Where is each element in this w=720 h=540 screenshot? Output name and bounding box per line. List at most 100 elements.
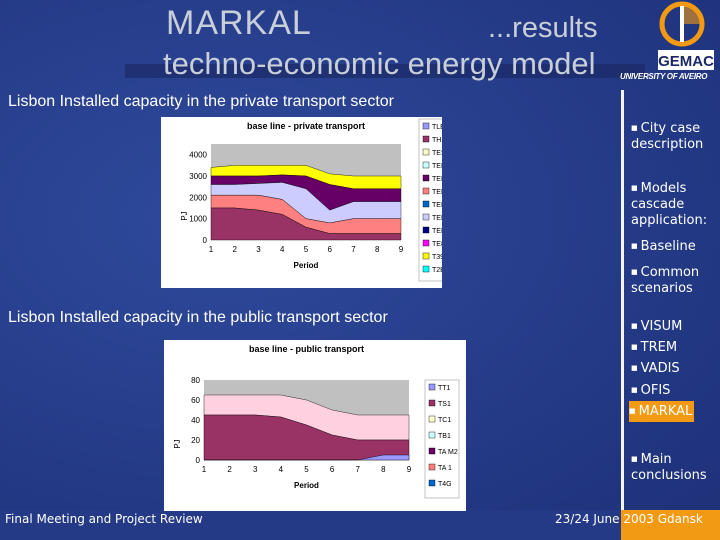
x-tick-label: 8 — [381, 465, 386, 474]
logo-text: GEMAC — [658, 53, 714, 70]
y-axis-label: PJ — [180, 211, 189, 220]
legend-label: TEE3CG — [432, 189, 442, 196]
footer-right: 23/24 June 2003 Gdansk — [555, 512, 703, 526]
slide-title-markal: MARKAL — [166, 4, 312, 42]
legend-swatch — [428, 479, 436, 487]
legend-label: TEE2CG — [432, 202, 442, 209]
legend-swatch — [428, 463, 436, 471]
legend-label: TES — [432, 150, 442, 157]
sidebar-item-baseline[interactable]: ■ Baseline — [631, 239, 696, 254]
legend-swatch — [422, 187, 430, 195]
legend-swatch — [422, 135, 430, 143]
x-tick-label: 5 — [304, 465, 309, 474]
y-tick-label: 60 — [191, 396, 200, 405]
legend-swatch — [422, 148, 430, 156]
x-tick-label: 3 — [256, 245, 261, 254]
legend-swatch — [428, 415, 436, 423]
x-tick-label: 6 — [330, 465, 335, 474]
sidebar-item-visum[interactable]: ■ VISUM — [631, 319, 683, 334]
legend-swatch — [428, 431, 436, 439]
legend-label: TLE1 — [432, 124, 442, 131]
sidebar-item-trem[interactable]: ■ TREM — [631, 340, 678, 355]
y-tick-label: 2000 — [189, 193, 207, 202]
legend-label: TS1 — [438, 401, 451, 408]
x-tick-label: 9 — [407, 465, 412, 474]
sidebar-item-models-cascade[interactable]: ■ Models cascade application: — [631, 181, 708, 228]
legend-swatch — [422, 213, 430, 221]
sidebar-divider — [621, 90, 624, 510]
legend-label: TE8 — [432, 241, 442, 248]
legend-label: TEE1CG — [432, 215, 442, 222]
x-tick-label: 5 — [304, 245, 309, 254]
x-tick-label: 3 — [253, 465, 258, 474]
x-tick-label: 2 — [227, 465, 232, 474]
y-tick-label: 40 — [191, 416, 200, 425]
legend-swatch — [422, 122, 430, 130]
legend-label: TEM — [432, 163, 442, 170]
x-tick-label: 8 — [375, 245, 380, 254]
legend-label: TEE1CD — [432, 228, 442, 235]
slide-title-results: ...results — [488, 12, 598, 44]
legend-label: T4G — [438, 481, 452, 488]
y-tick-label: 80 — [191, 376, 200, 385]
y-tick-label: 20 — [191, 436, 200, 445]
x-axis-label: Period — [294, 481, 319, 490]
public-transport-title: Lisbon Installed capacity in the public … — [8, 309, 388, 326]
legend-label: TB1 — [438, 433, 451, 440]
slide-subtitle: techno-economic energy model — [163, 46, 596, 81]
legend-box — [424, 379, 460, 499]
x-tick-label: 1 — [209, 245, 214, 254]
x-tick-label: 7 — [356, 465, 361, 474]
legend-label: T39 — [432, 254, 442, 261]
y-tick-label: 0 — [196, 456, 201, 465]
x-tick-label: 6 — [328, 245, 333, 254]
x-tick-label: 9 — [399, 245, 404, 254]
x-tick-label: 4 — [280, 245, 285, 254]
legend-label: TC1 — [438, 417, 451, 424]
public-transport-chart: base line - public transport 0 20 40 60 80 1 2 3… — [164, 340, 466, 511]
chart-title: base line - public transport — [249, 344, 364, 354]
private-transport-chart: base line - private transport 0 1000 2000 30… — [161, 117, 442, 288]
legend-label: TA M2 — [438, 449, 458, 456]
legend-swatch — [422, 265, 430, 273]
sidebar-item-common-scenarios[interactable]: ■ Common scenarios — [631, 265, 700, 296]
private-transport-title: Lisbon Installed capacity in the private… — [8, 93, 394, 110]
y-tick-label: 3000 — [189, 172, 207, 181]
legend-swatch — [422, 252, 430, 260]
sidebar-item-ofis[interactable]: ■ OFIS — [631, 383, 671, 398]
sidebar-item-markal[interactable]: ■ MARKAL — [629, 401, 695, 422]
area-band — [210, 207, 402, 241]
legend-swatch — [422, 226, 430, 234]
legend-label: TT1 — [438, 385, 451, 392]
sidebar-item-vadis[interactable]: ■ VADIS — [631, 361, 680, 376]
legend-swatch — [422, 174, 430, 182]
sidebar-item-city-case[interactable]: ■ City case description — [631, 121, 704, 152]
y-tick-label: 1000 — [189, 215, 207, 224]
university-label: UNIVERSITY OF AVEIRO — [620, 72, 708, 81]
x-tick-label: 1 — [202, 465, 207, 474]
y-axis-label: PJ — [173, 439, 182, 448]
area-band — [204, 454, 410, 461]
chart-title: base line - private transport — [247, 121, 365, 131]
legend-swatch — [428, 399, 436, 407]
legend-swatch — [428, 383, 436, 391]
footer-left: Final Meeting and Project Review — [5, 512, 203, 526]
legend-swatch — [428, 447, 436, 455]
public-chart-svg: base line - public transport 0 20 40 60 80 1 2 3… — [173, 344, 460, 499]
y-tick-label: 0 — [203, 236, 208, 245]
x-tick-label: 4 — [279, 465, 284, 474]
x-axis-label: Period — [294, 261, 319, 270]
private-chart-svg: base line - private transport 0 1000 2000 30… — [180, 118, 442, 282]
legend-swatch — [422, 161, 430, 169]
footer-dark-bar — [0, 510, 621, 540]
legend-label: THEI — [432, 137, 442, 144]
legend-label: TA 1 — [438, 465, 452, 472]
sidebar-item-main-conclusions[interactable]: ■ Main conclusions — [631, 452, 707, 483]
legend-swatch — [422, 200, 430, 208]
x-tick-label: 2 — [233, 245, 238, 254]
legend-label: TEH1 — [432, 176, 442, 183]
gemac-logo: GEMAC — [656, 0, 716, 78]
y-tick-label: 4000 — [189, 151, 207, 160]
title-shadow — [125, 64, 645, 78]
legend-label: T2B — [432, 267, 442, 274]
